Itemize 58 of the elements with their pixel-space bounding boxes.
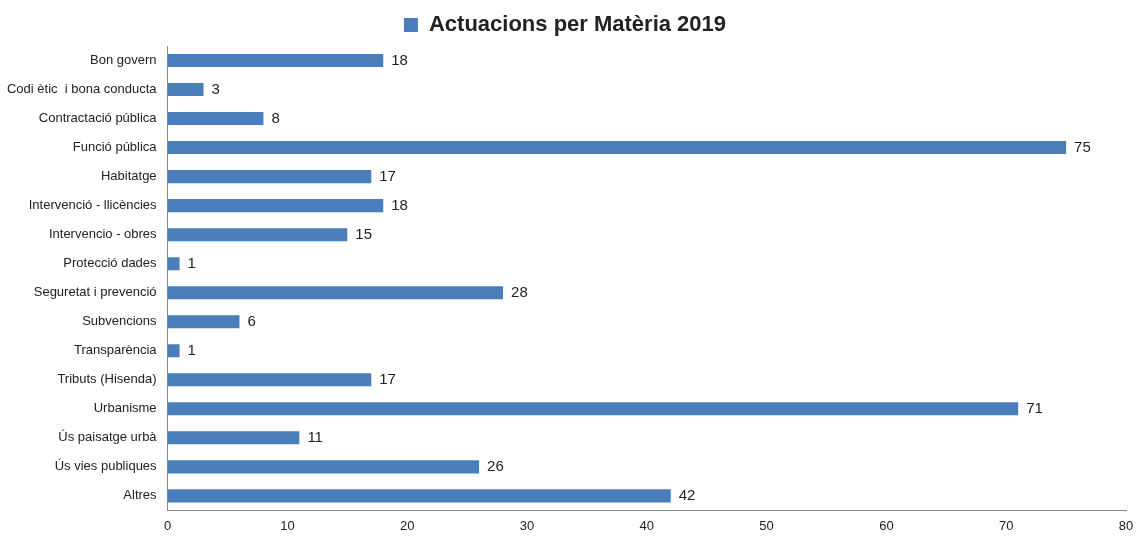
y-tick-label: Subvencions (82, 313, 158, 329)
data-label: 18 (391, 195, 408, 213)
data-label: 1 (187, 340, 196, 358)
data-label: 3 (211, 79, 220, 97)
y-tick-label: Funció pública (72, 139, 158, 155)
data-label: 17 (379, 166, 396, 184)
y-tick-label: Intervenció - llicències (28, 197, 158, 213)
x-tick-label: 60 (879, 517, 894, 533)
x-tick-label: 10 (280, 517, 295, 533)
bar (167, 83, 204, 97)
bar (167, 170, 372, 184)
bar (167, 257, 180, 271)
data-label: 26 (487, 457, 504, 474)
x-tick-label: 80 (1118, 517, 1134, 533)
bar (167, 53, 384, 68)
data-label: 18 (391, 50, 408, 68)
x-tick-label: 30 (519, 517, 535, 533)
x-tick-label: 20 (399, 517, 415, 533)
x-tick-label: 70 (998, 517, 1014, 533)
x-tick-label: 0 (163, 517, 172, 533)
y-tick-label: Seguretat i prevenció (33, 284, 157, 300)
y-tick-label: Bon govern (90, 52, 157, 68)
y-tick-label: Habitatge (100, 168, 157, 184)
data-label: 8 (271, 108, 280, 126)
y-tick-label: Tributs (Hisenda) (57, 371, 157, 387)
bar (167, 141, 1067, 155)
bar (167, 228, 348, 242)
data-label: 11 (307, 427, 323, 445)
y-tick-label: Ús vies publiques (54, 458, 158, 474)
data-label: 28 (511, 282, 528, 300)
data-label: 75 (1074, 137, 1091, 155)
bar (167, 344, 180, 358)
y-tick-label: Urbanisme (93, 400, 157, 416)
x-tick-label: 40 (639, 517, 655, 533)
legend-label: Actuacions per Matèria 2019 (428, 11, 727, 37)
data-label: 6 (247, 311, 256, 329)
bar (167, 315, 240, 329)
data-label: 1 (187, 253, 196, 271)
bar (167, 489, 671, 503)
y-tick-label: Altres (123, 487, 158, 503)
x-tick-label: 50 (759, 517, 774, 533)
bar (167, 286, 504, 300)
data-label: 71 (1026, 398, 1043, 416)
y-tick-label: Transparència (73, 342, 158, 358)
bar (167, 199, 384, 213)
y-tick-label: Intervencio - obres (48, 226, 158, 242)
data-label: 17 (379, 369, 396, 387)
data-label: 42 (678, 486, 696, 504)
bar (167, 373, 372, 387)
bar (167, 112, 264, 126)
y-tick-label: Ús paisatge urbà (58, 429, 158, 445)
y-tick-label: Contractació pública (38, 110, 158, 126)
y-tick-label: Codi ètic i bona conducta (6, 81, 158, 97)
bar (167, 431, 300, 445)
data-label: 15 (355, 224, 372, 242)
bar (167, 402, 1019, 416)
y-tick-label: Protecció dades (63, 255, 158, 271)
bar (167, 460, 480, 474)
